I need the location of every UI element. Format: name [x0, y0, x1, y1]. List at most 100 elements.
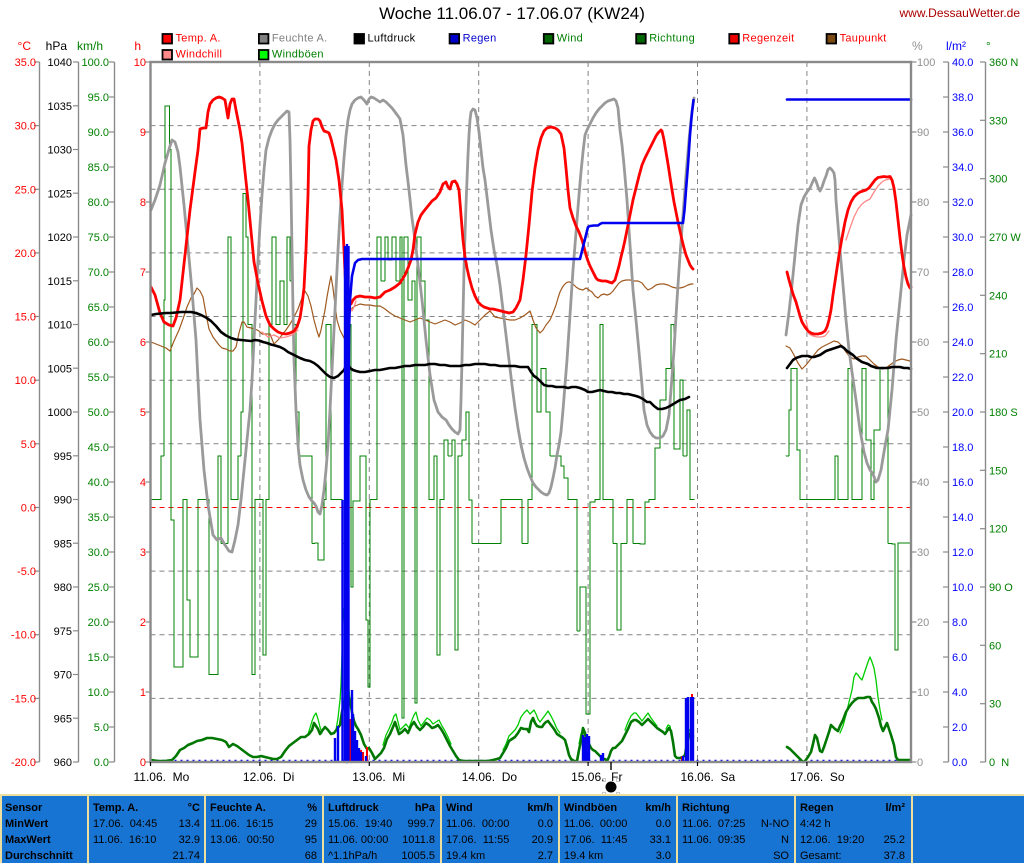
svg-text:1025: 1025	[48, 188, 72, 200]
svg-text:1010: 1010	[48, 320, 72, 332]
svg-text:17.06. So: 17.06. So	[790, 770, 845, 784]
svg-text:13.06. Mi: 13.06. Mi	[352, 770, 405, 784]
svg-text:15.0: 15.0	[88, 652, 109, 664]
svg-text:35.0: 35.0	[15, 57, 36, 69]
svg-text:34.0: 34.0	[952, 162, 973, 174]
svg-text:-5.0: -5.0	[17, 566, 36, 578]
svg-text:65.0: 65.0	[88, 302, 109, 314]
svg-text:20.0: 20.0	[15, 248, 36, 260]
svg-text:2: 2	[140, 617, 146, 629]
svg-text:990: 990	[54, 495, 72, 507]
svg-text:°C: °C	[18, 39, 32, 53]
svg-text:30.0: 30.0	[952, 232, 973, 244]
svg-text:25.0: 25.0	[88, 582, 109, 594]
svg-text:10: 10	[134, 57, 146, 69]
svg-text:985: 985	[54, 538, 72, 550]
svg-text:°: °	[986, 39, 991, 53]
svg-text:16.06. Sa: 16.06. Sa	[681, 770, 736, 784]
svg-text:3: 3	[140, 547, 146, 559]
svg-text:1020: 1020	[48, 232, 72, 244]
svg-text:30.0: 30.0	[88, 547, 109, 559]
svg-text:12.06. Di: 12.06. Di	[243, 770, 294, 784]
svg-text:80: 80	[917, 197, 929, 209]
svg-text:1000: 1000	[48, 407, 72, 419]
svg-text:8.0: 8.0	[952, 617, 967, 629]
svg-text:0 N: 0 N	[989, 757, 1009, 769]
svg-text:70.0: 70.0	[88, 267, 109, 279]
svg-text:60.0: 60.0	[88, 337, 109, 349]
svg-text:Windchill: Windchill	[176, 49, 223, 61]
svg-text:330: 330	[989, 115, 1007, 127]
svg-text:9: 9	[140, 127, 146, 139]
svg-text:20.0: 20.0	[952, 407, 973, 419]
svg-text:Taupunkt: Taupunkt	[840, 33, 887, 45]
svg-text:100: 100	[917, 57, 935, 69]
svg-text:10.0: 10.0	[15, 375, 36, 387]
svg-text:%: %	[912, 39, 923, 53]
svg-text:-15.0: -15.0	[11, 693, 36, 705]
svg-text:Richtung: Richtung	[649, 33, 695, 45]
svg-text:km/h: km/h	[77, 39, 103, 53]
svg-text:55.0: 55.0	[88, 372, 109, 384]
svg-text:24.0: 24.0	[952, 337, 973, 349]
svg-text:120: 120	[989, 524, 1007, 536]
svg-text:995: 995	[54, 451, 72, 463]
svg-text:980: 980	[54, 582, 72, 594]
svg-text:40: 40	[917, 477, 929, 489]
svg-text:2.0: 2.0	[952, 722, 967, 734]
svg-text:0: 0	[140, 757, 146, 769]
svg-text:25.0: 25.0	[15, 184, 36, 196]
svg-text:10.0: 10.0	[88, 687, 109, 699]
svg-text:90: 90	[917, 127, 929, 139]
svg-text:11.06. Mo: 11.06. Mo	[134, 770, 190, 784]
svg-text:30: 30	[917, 547, 929, 559]
svg-text:30: 30	[989, 699, 1001, 711]
svg-text:80.0: 80.0	[88, 197, 109, 209]
svg-text:300: 300	[989, 174, 1007, 186]
svg-text:5.0: 5.0	[94, 722, 109, 734]
svg-text:32.0: 32.0	[952, 197, 973, 209]
svg-text:-20.0: -20.0	[11, 757, 36, 769]
svg-text:4: 4	[140, 477, 146, 489]
svg-text:360 N: 360 N	[989, 57, 1018, 69]
svg-text:15.0: 15.0	[15, 312, 36, 324]
svg-text:30.0: 30.0	[15, 121, 36, 133]
svg-text:16.0: 16.0	[952, 477, 973, 489]
svg-text:7: 7	[140, 267, 146, 279]
svg-text:6: 6	[140, 337, 146, 349]
svg-text:1040: 1040	[48, 57, 72, 69]
svg-text:Temp. A.: Temp. A.	[176, 33, 221, 45]
svg-text:20.0: 20.0	[88, 617, 109, 629]
svg-text:14.0: 14.0	[952, 512, 973, 524]
svg-text:38.0: 38.0	[952, 92, 973, 104]
svg-text:270 W: 270 W	[989, 232, 1021, 244]
svg-text:85.0: 85.0	[88, 162, 109, 174]
svg-text:26.0: 26.0	[952, 302, 973, 314]
svg-text:180 S: 180 S	[989, 407, 1018, 419]
svg-text:4.0: 4.0	[952, 687, 967, 699]
svg-text:1035: 1035	[48, 101, 72, 113]
svg-text:960: 960	[54, 757, 72, 769]
svg-text:Windböen: Windböen	[272, 49, 324, 61]
svg-text:36.0: 36.0	[952, 127, 973, 139]
svg-text:965: 965	[54, 713, 72, 725]
svg-text:5.0: 5.0	[21, 439, 36, 451]
svg-text:45.0: 45.0	[88, 442, 109, 454]
svg-text:hPa: hPa	[46, 39, 68, 53]
svg-text:70: 70	[917, 267, 929, 279]
svg-text:20: 20	[917, 617, 929, 629]
svg-text:12.0: 12.0	[952, 547, 973, 559]
svg-text:40.0: 40.0	[88, 477, 109, 489]
svg-text:h: h	[134, 39, 141, 53]
svg-text:6.0: 6.0	[952, 652, 967, 664]
svg-text:40.0: 40.0	[952, 57, 973, 69]
svg-text:50.0: 50.0	[88, 407, 109, 419]
svg-text:10.0: 10.0	[952, 582, 973, 594]
svg-text:18.0: 18.0	[952, 442, 973, 454]
svg-text:0.0: 0.0	[21, 502, 36, 514]
svg-text:1015: 1015	[48, 276, 72, 288]
svg-text:150: 150	[989, 465, 1007, 477]
svg-text:1030: 1030	[48, 145, 72, 157]
svg-text:0: 0	[917, 757, 923, 769]
svg-text:0.0: 0.0	[94, 757, 109, 769]
